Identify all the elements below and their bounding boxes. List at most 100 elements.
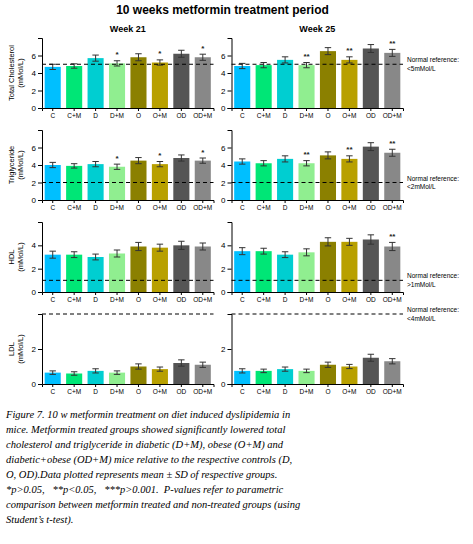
x-tick: OD+M [193,292,212,303]
x-tick-label: D+M [300,388,314,395]
y-tick: 2 [221,87,231,96]
bar [173,245,189,292]
y-tick: 0 [221,380,231,389]
y-tick: 2 [32,265,42,274]
x-tick-label: D [93,388,98,395]
y-axis: 0246 [32,131,43,206]
error-bar [303,161,309,166]
error-bar [200,54,206,60]
x-tick: D [283,292,288,303]
bar [298,252,314,292]
bar [109,254,125,293]
y-tick-mark [38,108,42,109]
y-axis-line [38,39,43,109]
text-line: Triglyceride [7,146,16,184]
y-tick-label: 4 [221,69,226,78]
y-axis: 02 [32,315,43,390]
error-bar [50,251,56,258]
plot-area [234,143,400,200]
x-tick-mark [202,108,203,111]
bar [130,161,146,200]
y-axis: 024 [32,223,43,298]
y-axis-title: Total Cholesterol(mMol/L) [7,45,25,101]
y-tick: 4 [221,241,231,250]
x-tick-label: C [50,204,55,211]
x-tick-label: D [93,204,98,211]
text-line: LDL [7,342,16,356]
x-tick-label: D [283,204,288,211]
x-tick-mark [95,108,96,111]
bar [152,63,168,109]
x-tick-label: D+M [300,296,314,303]
x-tick-label: OD+M [193,388,212,395]
x-tick: OD+M [383,200,402,211]
bar [341,159,357,200]
y-tick-mark [228,269,232,270]
x-tick-label: OD+M [193,204,212,211]
x-tick: O [325,384,330,395]
x-tick-label: D [93,296,98,303]
x-tick-label: O+M [153,204,167,211]
y-tick-mark [38,384,42,385]
bar [109,63,125,108]
x-tick: O [325,292,330,303]
x-tick-mark [138,384,139,387]
x-tick-label: OD [366,204,376,211]
bar [384,53,400,108]
x-tick-mark [306,108,307,111]
text-line: (mMol/L) [16,150,25,180]
y-axis-line [228,39,233,109]
error-bar [178,241,184,249]
y-tick: 0 [221,104,231,113]
error-bar [114,164,120,169]
x-tick: O+M [342,292,356,303]
bar [234,162,250,201]
bar [363,240,379,293]
bar [234,251,250,292]
y-tick-mark [38,165,42,166]
bar [341,242,357,292]
x-tick: D [93,200,98,211]
x-tick: C [240,108,245,119]
error-bar [389,242,395,250]
x-tick-label: OD [176,204,186,211]
x-tick-label: C+M [67,204,81,211]
y-tick: 0 [221,288,231,297]
x-tick: D [283,384,288,395]
error-bar [346,364,352,368]
y-tick-label: 0 [221,104,226,113]
x-tick-mark [370,200,371,203]
plot-area [45,50,211,108]
x-axis: CC+MDD+MOO+MODOD+M [232,200,404,211]
y-tick-label: 2 [32,265,37,274]
x-tick: O [136,200,141,211]
x-tick-mark [327,384,328,387]
plot-area [234,354,400,384]
y-axis: 0246 [32,39,43,114]
x-tick-mark [370,292,371,295]
y-tick: 6 [32,52,42,61]
reference-line [42,64,214,65]
x-axis: C C+M D D+M O O+M OD OD+M [43,200,215,211]
x-tick-mark [242,108,243,111]
error-bar [92,254,98,260]
x-tick-label: O [136,204,141,211]
y-tick-mark [228,148,232,149]
y-tick: 0 [32,380,42,389]
y-tick-mark [38,56,42,57]
y-tick: 0 [32,104,42,113]
significance-marker: ** [346,46,353,55]
x-tick-label: C+M [67,112,81,119]
x-tick-label: OD [366,388,376,395]
x-tick-mark [138,200,139,203]
subplot: 02CC+MDD+MOO+MODOD+MLDL(mMol/L) [7,314,214,395]
x-tick-mark [242,292,243,295]
x-tick: D+M [110,200,124,211]
y-tick-label: 6 [221,52,226,61]
y-tick-mark [228,165,232,166]
text-line: >1mMol/L [407,281,436,288]
subplot: 024CC+MDD+MOO+MODOD+M**Normal reference:… [221,223,459,303]
x-tick-mark [392,384,393,387]
x-tick: D+M [110,108,124,119]
chart-svg: 10 weeks metformin treatment period0246C… [0,0,473,544]
